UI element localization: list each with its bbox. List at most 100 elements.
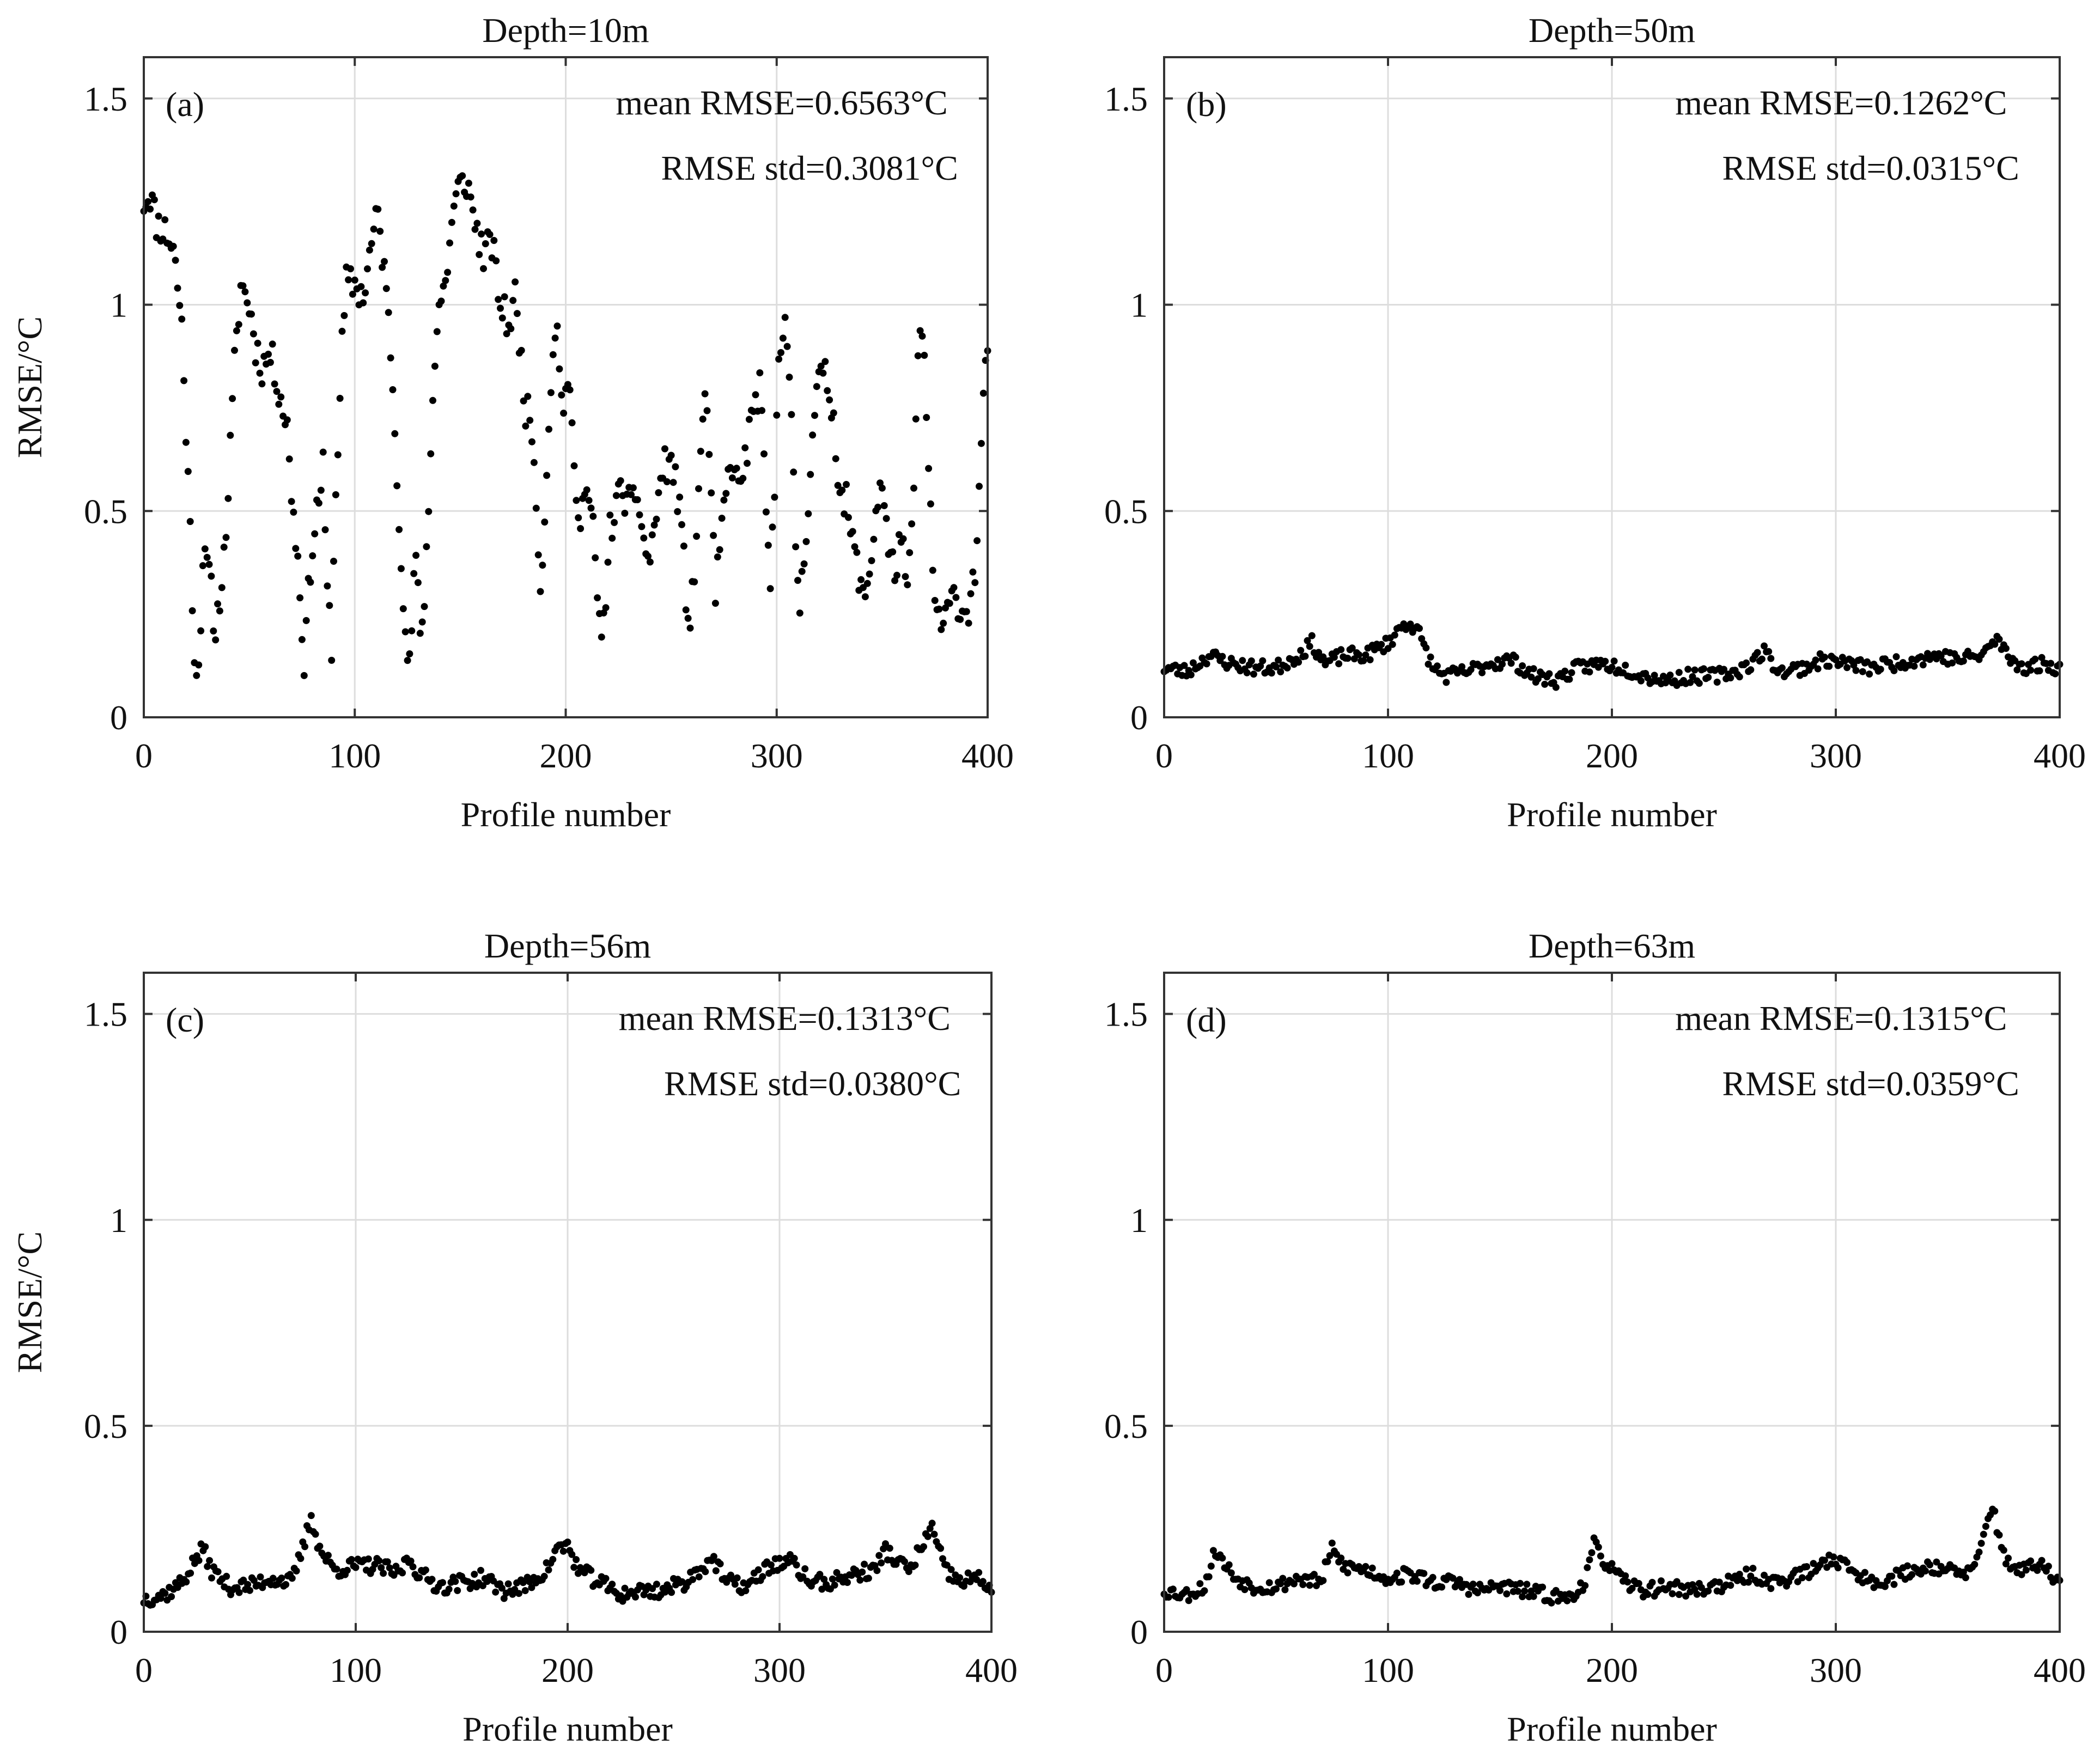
data-point <box>602 604 610 612</box>
data-point <box>870 535 878 543</box>
data-point <box>469 206 477 213</box>
data-point <box>668 1589 675 1596</box>
data-point <box>551 334 559 342</box>
data-point <box>161 1589 169 1597</box>
data-point <box>910 484 917 492</box>
data-point <box>442 277 449 284</box>
data-point <box>1530 665 1537 673</box>
data-point <box>824 387 831 394</box>
data-point <box>918 332 926 340</box>
data-point <box>925 465 933 472</box>
data-point <box>446 239 453 247</box>
data-point <box>1995 1531 2003 1539</box>
data-point <box>1749 1565 1757 1572</box>
data-point <box>801 1565 809 1572</box>
data-point <box>617 1592 624 1600</box>
data-point <box>349 290 356 298</box>
data-point <box>916 327 924 334</box>
data-point <box>534 551 542 559</box>
data-point <box>184 468 192 475</box>
data-point <box>1675 1591 1683 1599</box>
data-point <box>282 1581 290 1588</box>
data-point <box>429 396 436 404</box>
data-point <box>866 570 873 578</box>
data-point <box>838 486 846 494</box>
data-point <box>521 1587 529 1594</box>
data-point <box>1384 645 1392 652</box>
panel-title: Depth=50m <box>1529 11 1695 50</box>
data-point <box>188 607 196 614</box>
data-point <box>364 265 371 273</box>
data-point <box>861 1560 868 1568</box>
data-point <box>558 391 565 399</box>
x-tick-label: 400 <box>961 736 1014 775</box>
data-point <box>832 455 839 462</box>
data-point <box>410 570 418 577</box>
data-point <box>1608 1560 1616 1567</box>
data-point <box>638 523 646 530</box>
data-point <box>208 1574 215 1582</box>
data-point <box>1257 662 1264 670</box>
data-point <box>788 411 795 418</box>
data-point <box>545 1566 552 1573</box>
data-point <box>587 1566 595 1574</box>
data-point <box>598 633 605 641</box>
data-point <box>1821 1557 1828 1564</box>
data-point <box>1545 670 1553 678</box>
data-point <box>1275 656 1282 664</box>
data-point <box>1335 660 1343 668</box>
data-point <box>492 1588 500 1596</box>
data-point <box>779 334 787 342</box>
data-point <box>1368 1564 1376 1572</box>
data-point <box>1268 669 1275 677</box>
data-point <box>899 535 907 542</box>
data-point <box>612 492 620 499</box>
x-tick-label: 100 <box>330 1651 382 1689</box>
x-tick-label: 400 <box>2034 736 2086 775</box>
data-point <box>315 499 322 507</box>
data-point <box>317 486 325 494</box>
data-point <box>963 608 970 615</box>
data-point <box>249 330 257 338</box>
data-point <box>1700 665 1707 673</box>
data-point <box>539 562 546 569</box>
data-point <box>1850 661 1858 669</box>
data-point <box>150 196 158 204</box>
data-point <box>793 1561 800 1569</box>
data-point <box>640 534 648 542</box>
data-point <box>471 1571 478 1578</box>
mean-rmse-label: mean RMSE=0.6563°C <box>616 83 947 122</box>
x-tick-label: 0 <box>135 736 153 775</box>
data-point <box>1747 666 1755 674</box>
data-point <box>1273 663 1280 670</box>
data-point <box>2000 1546 2007 1554</box>
data-point <box>1523 1581 1531 1588</box>
data-point <box>1474 1589 1481 1596</box>
data-point <box>943 1561 951 1569</box>
data-point <box>957 615 964 623</box>
data-point <box>924 1533 932 1540</box>
data-point <box>691 578 698 585</box>
data-point <box>324 1552 332 1559</box>
data-point <box>172 257 179 264</box>
data-point <box>273 388 281 395</box>
data-point <box>362 289 369 297</box>
data-point <box>518 346 525 354</box>
data-point <box>739 474 747 482</box>
data-point <box>1183 1586 1190 1594</box>
data-point <box>674 508 681 515</box>
rmse-std-label: RMSE std=0.0315°C <box>1722 149 2019 187</box>
data-point <box>716 546 723 553</box>
data-point <box>1675 669 1683 676</box>
data-point <box>868 557 875 564</box>
data-point <box>543 472 551 479</box>
x-axis-label: Profile number <box>1507 1710 1717 1748</box>
x-axis-label: Profile number <box>461 795 671 834</box>
data-point <box>564 1538 571 1546</box>
data-point <box>522 422 529 430</box>
data-point <box>906 549 914 557</box>
data-point <box>1765 648 1773 655</box>
data-point <box>1534 675 1542 682</box>
data-point <box>1219 652 1226 660</box>
